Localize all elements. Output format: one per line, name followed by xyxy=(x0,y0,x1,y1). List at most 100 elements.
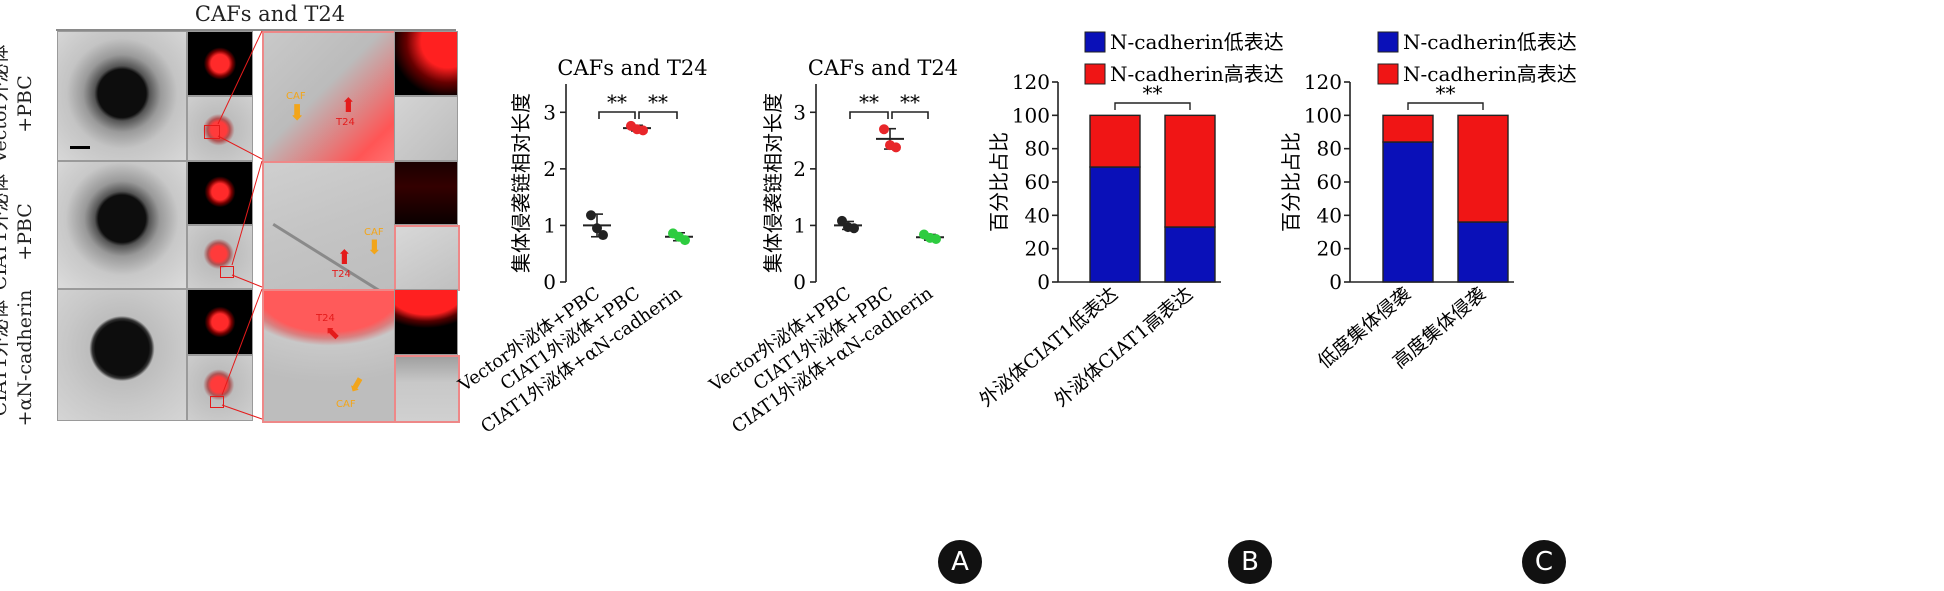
significance-label: ** xyxy=(859,90,879,114)
y-tick-label: 0 xyxy=(543,270,556,294)
data-point xyxy=(586,210,596,221)
micrograph-ciat1-zoom: CAF ⬇ ⬆ T24 xyxy=(262,161,396,291)
data-point xyxy=(837,215,847,226)
significance-label: ** xyxy=(1143,81,1163,105)
y-axis-label: 百分比占比 xyxy=(987,132,1011,232)
t24-label-1: T24 xyxy=(336,117,355,128)
t24-label-3: T24 xyxy=(316,313,335,324)
caf-arrow-1-icon: ⬇ xyxy=(288,101,307,126)
scale-bar xyxy=(70,146,90,149)
micro-title-rule xyxy=(56,29,456,31)
t24-arrow-2-icon: ⬆ xyxy=(336,245,353,269)
caf-label-2: CAF xyxy=(364,227,384,238)
y-axis-label: 百分比占比 xyxy=(1279,132,1303,232)
significance-bracket xyxy=(891,111,929,119)
y-tick-label: 80 xyxy=(1025,137,1050,161)
x-category-label: 外泌体CIAT1低表达 xyxy=(975,283,1122,411)
significance-label: ** xyxy=(1436,81,1456,105)
micrograph-vector-fluor-top xyxy=(187,31,253,96)
micrograph-antibody-fluor-top xyxy=(187,289,253,355)
micrograph-ciat1-zoom-fluor xyxy=(394,161,458,225)
micrograph-antibody-brightfield xyxy=(57,289,187,421)
y-tick-label: 40 xyxy=(1025,203,1050,227)
caf-arrow-2-icon: ⬇ xyxy=(366,235,383,259)
y-tick-label: 20 xyxy=(1317,237,1342,261)
legend-label: N-cadherin高表达 xyxy=(1403,62,1577,86)
connector-line xyxy=(231,160,263,266)
bar-segment xyxy=(1089,166,1141,283)
y-tick-label: 60 xyxy=(1317,170,1342,194)
micrograph-vector-brightfield xyxy=(57,31,187,161)
legend-label: N-cadherin低表达 xyxy=(1110,30,1284,54)
data-point xyxy=(879,124,889,135)
legend-label: N-cadherin高表达 xyxy=(1110,62,1284,86)
connector-line xyxy=(221,404,263,420)
dot-plot-2: CAFs and T240123集体侵袭链相对长度Vector外泌体+PBCCI… xyxy=(705,56,958,438)
t24-arrow-1-icon: ⬆ xyxy=(340,93,357,117)
data-point xyxy=(931,234,941,245)
stacked-bar-chart-1: N-cadherin低表达 N-cadherin高表达 0 20 40 60 80 100 12… xyxy=(975,30,1284,411)
y-tick-label: 1 xyxy=(793,213,806,237)
micrograph-ciat1-fluor-bottom xyxy=(187,225,253,289)
y-tick-label: 120 xyxy=(1012,70,1050,94)
data-point xyxy=(638,125,648,136)
y-tick-label: 2 xyxy=(543,157,556,181)
y-tick-label: 2 xyxy=(793,157,806,181)
micrograph-antibody-zoom-bf xyxy=(394,355,460,423)
micrograph-antibody-zoom-fluor xyxy=(394,289,458,355)
bar-segment xyxy=(1382,114,1434,143)
connector-line xyxy=(231,274,263,288)
y-tick-label: 20 xyxy=(1025,237,1050,261)
y-axis-label: 集体侵袭链相对长度 xyxy=(509,93,533,273)
y-tick-label: 120 xyxy=(1304,70,1342,94)
zoom-box xyxy=(220,266,234,278)
data-point xyxy=(680,235,690,246)
data-point xyxy=(891,142,901,153)
significance-label: ** xyxy=(900,90,920,114)
significance-label: ** xyxy=(648,90,668,114)
y-tick-label: 0 xyxy=(1329,270,1342,294)
data-point xyxy=(592,223,602,234)
significance-bracket xyxy=(849,111,889,119)
micrograph-antibody-fluor-bottom xyxy=(187,355,253,421)
significance-bracket xyxy=(1114,102,1191,110)
connector-line xyxy=(221,288,263,396)
x-category-label: 外泌体CIAT1高表达 xyxy=(1050,283,1197,411)
y-tick-label: 40 xyxy=(1317,203,1342,227)
panel-letter-c: C xyxy=(1522,540,1566,584)
zoom-box xyxy=(210,396,224,408)
stacked-bar-chart-2: N-cadherin低表达 N-cadherin高表达 0 20 40 60 80 100 12… xyxy=(1279,30,1577,373)
y-tick-label: 80 xyxy=(1317,137,1342,161)
caf-label-3: CAF xyxy=(336,399,356,410)
connector-line xyxy=(217,135,263,160)
micrograph-ciat1-brightfield xyxy=(57,161,187,289)
legend-label: N-cadherin低表达 xyxy=(1403,30,1577,54)
micrograph-vector-fluor-bottom xyxy=(187,96,253,161)
legend-swatch xyxy=(1377,63,1399,85)
y-axis-label: 集体侵袭链相对长度 xyxy=(761,93,785,273)
y-tick-label: 100 xyxy=(1304,103,1342,127)
panel-letter-b: B xyxy=(1228,540,1272,584)
chart-title: CAFs and T24 xyxy=(557,56,707,80)
dot-plot-1: CAFs and T240123集体侵袭链相对长度Vector外泌体+PBCCI… xyxy=(454,56,708,438)
legend-swatch xyxy=(1084,31,1106,53)
chart-title: CAFs and T24 xyxy=(808,56,958,80)
micrograph-vector-zoom-fluor xyxy=(394,31,458,96)
y-tick-label: 3 xyxy=(793,100,806,124)
t24-label-2: T24 xyxy=(332,269,351,280)
legend-swatch xyxy=(1377,31,1399,53)
y-tick-label: 60 xyxy=(1025,170,1050,194)
data-point xyxy=(598,230,608,241)
micrograph-vector-zoom-bf xyxy=(394,96,458,161)
connector-line xyxy=(217,30,263,125)
bar-segment xyxy=(1457,221,1509,283)
significance-bracket xyxy=(598,111,636,119)
bar-segment xyxy=(1164,226,1216,283)
micro-title: CAFs and T24 xyxy=(194,2,346,26)
legend-swatch xyxy=(1084,63,1106,85)
panel-letter-a: A xyxy=(938,540,982,584)
bar-segment xyxy=(1164,114,1216,228)
